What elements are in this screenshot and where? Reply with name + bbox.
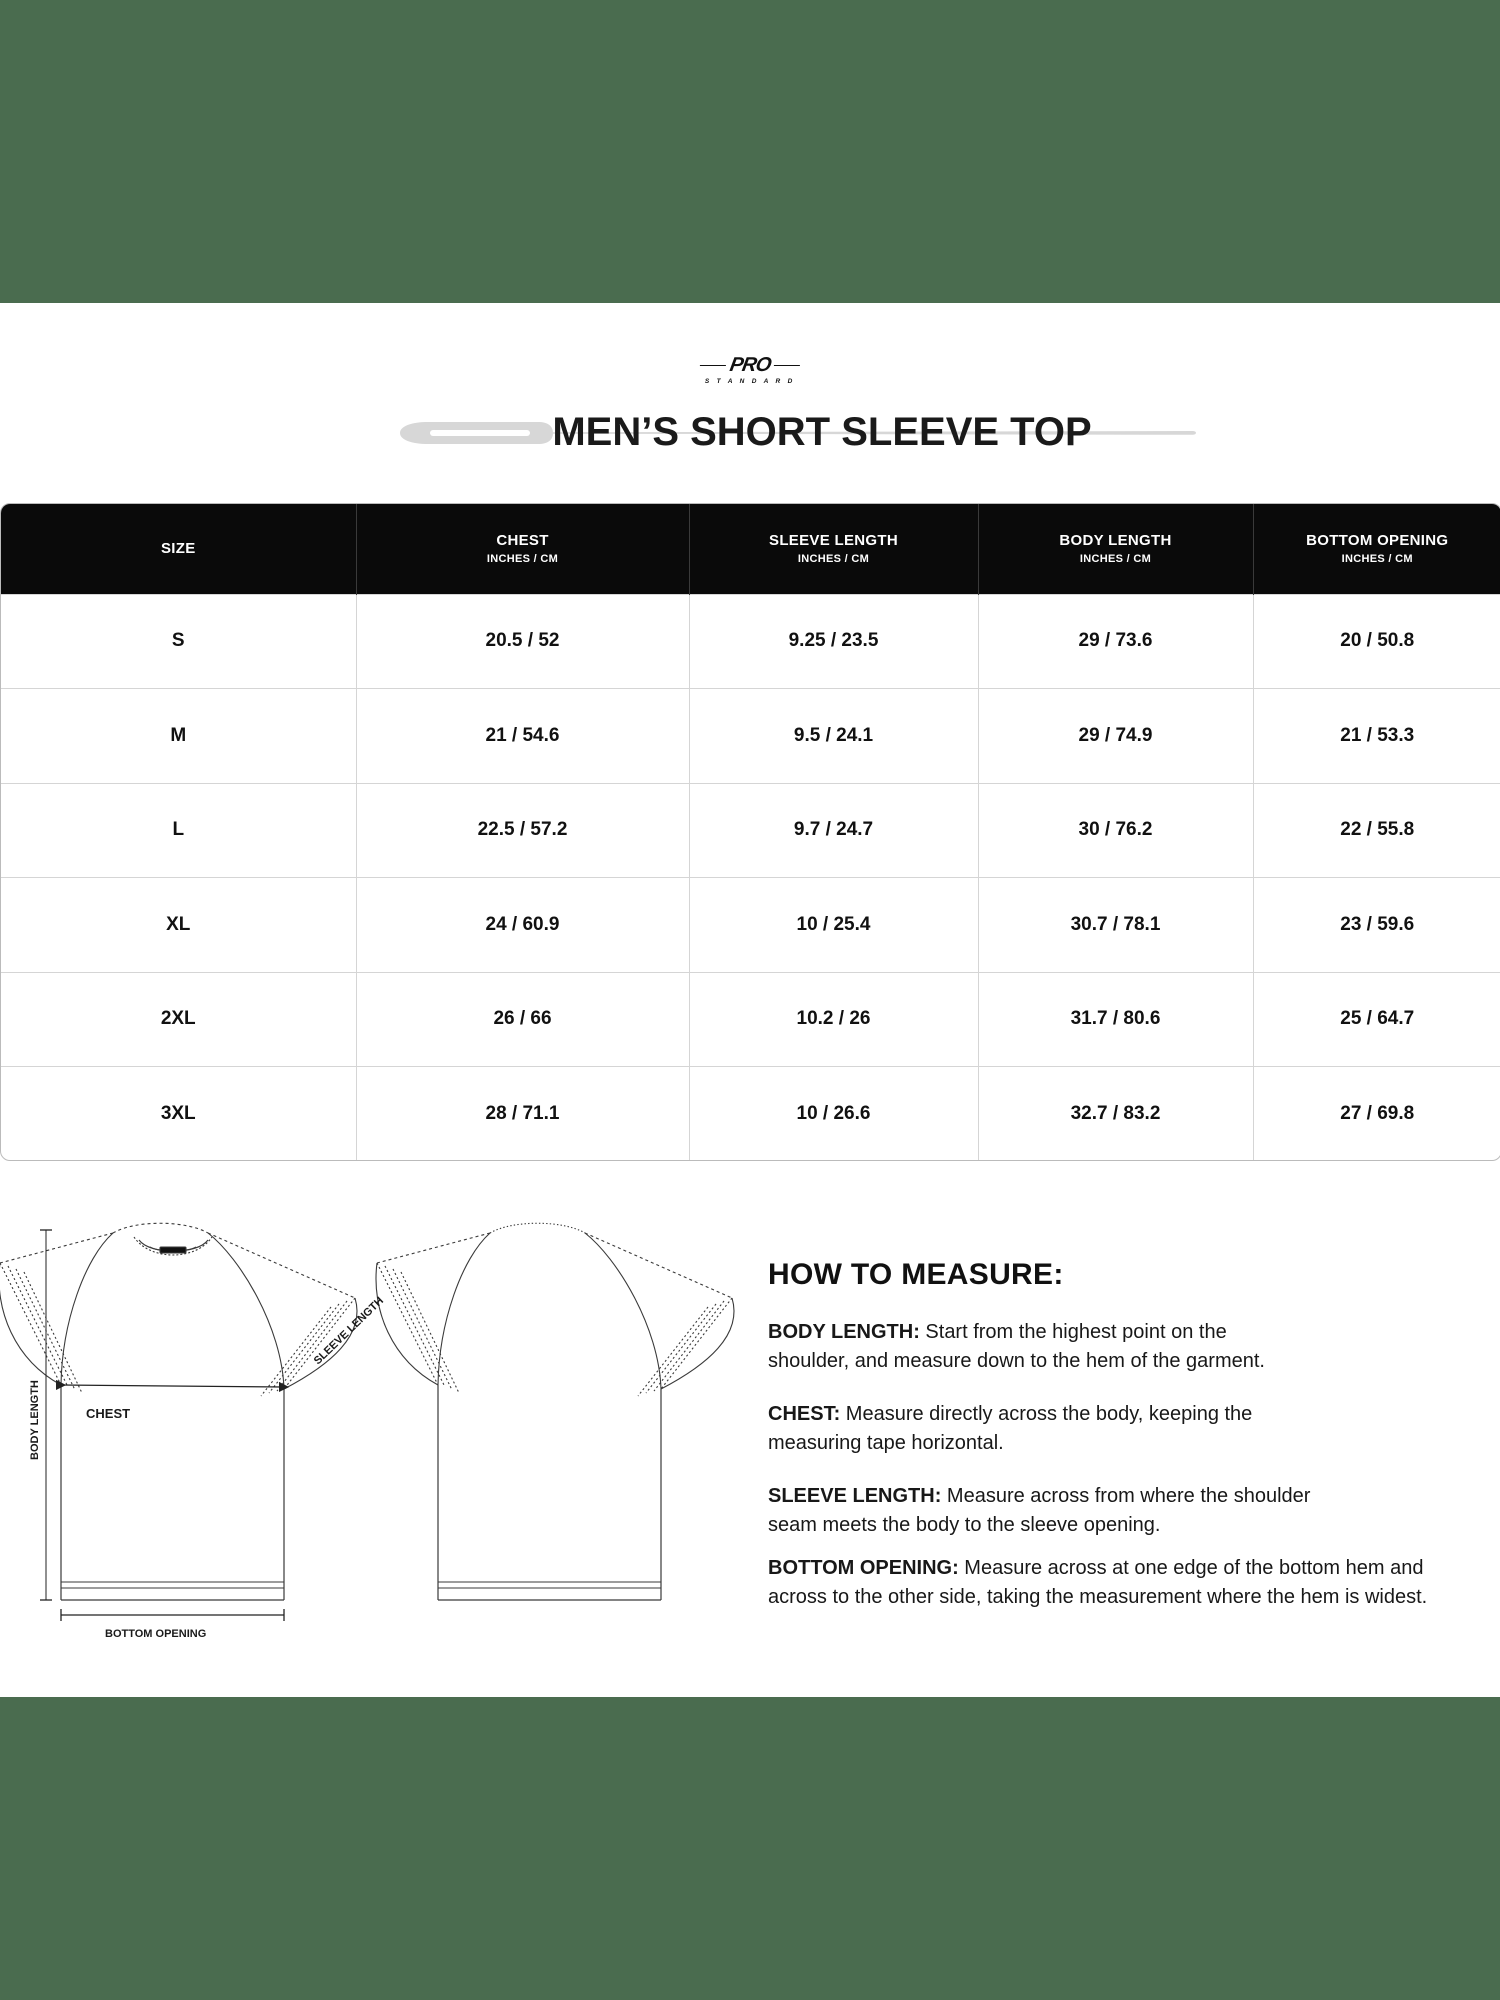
- svg-text:BODY LENGTH: BODY LENGTH: [29, 1380, 41, 1460]
- svg-text:BOTTOM OPENING: BOTTOM OPENING: [105, 1628, 206, 1640]
- svg-text:CHEST: CHEST: [86, 1406, 130, 1421]
